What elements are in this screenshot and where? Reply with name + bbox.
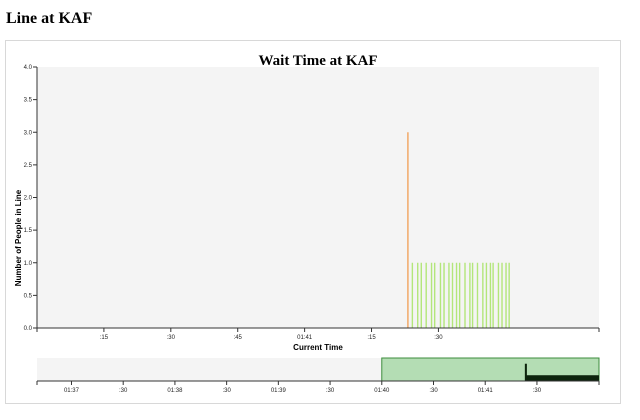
y-tick-label: 3.5 — [24, 98, 33, 104]
bar — [469, 262, 471, 328]
bar — [439, 262, 442, 328]
context-x-tick-label: :30 — [222, 388, 231, 394]
x-tick-label: 01:41 — [297, 335, 313, 341]
context-chart[interactable]: 01:37 :30 01:38 :30 01:39 :30 01:40 :30 01:41 :30 — [36, 357, 600, 394]
context-x-tick-label: 01:37 — [64, 388, 80, 394]
bar — [492, 262, 494, 328]
y-tick-label: 1.5 — [24, 228, 33, 234]
x-tick-label: :15 — [367, 335, 376, 341]
y-axis-label: Number of People in Line — [14, 189, 23, 286]
context-x-tick-label: :30 — [533, 388, 542, 394]
plot-background — [37, 67, 599, 328]
bar — [485, 262, 488, 328]
x-axis-label: Current Time — [293, 343, 343, 352]
context-area-overlay — [524, 363, 599, 381]
bar — [464, 262, 466, 328]
bar — [497, 262, 500, 328]
context-x-tick-label: 01:40 — [374, 388, 390, 394]
x-tick-label: :30 — [167, 335, 176, 341]
x-tick-label: :45 — [234, 335, 243, 341]
bar — [455, 262, 458, 328]
y-tick-label: 2.5 — [24, 163, 33, 169]
y-tick-label: 4.0 — [24, 65, 33, 71]
page-title: Line at KAF — [6, 10, 93, 27]
x-tick-label: :15 — [100, 335, 109, 341]
chart-title: Wait Time at KAF — [258, 53, 377, 69]
context-x-tick-label: :30 — [326, 388, 335, 394]
context-x-tick-label: 01:41 — [478, 388, 494, 394]
bar — [471, 262, 474, 328]
focus-chart: 0.0 0.5 1.0 1.5 2.0 2.5 3.0 3.5 4.0 :15 :30 :45 01:4… — [24, 65, 600, 341]
bar — [417, 262, 419, 328]
bar — [433, 262, 436, 328]
bar — [425, 262, 427, 328]
y-tick-label: 2.0 — [24, 196, 33, 202]
y-tick-label: 1.0 — [24, 261, 33, 267]
bar — [482, 262, 484, 328]
context-x-tick-label: :30 — [429, 388, 438, 394]
context-x-tick-label: :30 — [119, 388, 128, 394]
bar — [411, 262, 414, 328]
bar — [451, 262, 454, 328]
x-tick-label: :30 — [434, 335, 443, 341]
wait-time-chart: Wait Time at KAF 0.0 0.5 1.0 1.5 2.0 2.5 3.0 3.… — [14, 53, 600, 394]
bar — [501, 262, 503, 328]
bar — [448, 262, 450, 328]
y-tick-label: 3.0 — [24, 130, 33, 136]
bar — [420, 262, 422, 328]
y-tick-label: 0.0 — [24, 326, 33, 332]
chart-panel: Wait Time at KAF 0.0 0.5 1.0 1.5 2.0 2.5 3.0 3.… — [5, 40, 621, 404]
bar — [443, 262, 445, 328]
bar — [508, 262, 510, 328]
context-x-tick-label: 01:38 — [167, 388, 183, 394]
bar — [407, 132, 409, 328]
bar — [430, 262, 433, 328]
bar — [505, 262, 507, 328]
bar — [476, 262, 479, 328]
bar — [489, 262, 492, 328]
context-x-tick-label: 01:39 — [271, 388, 287, 394]
bar — [458, 262, 461, 328]
y-tick-label: 0.5 — [24, 293, 33, 299]
